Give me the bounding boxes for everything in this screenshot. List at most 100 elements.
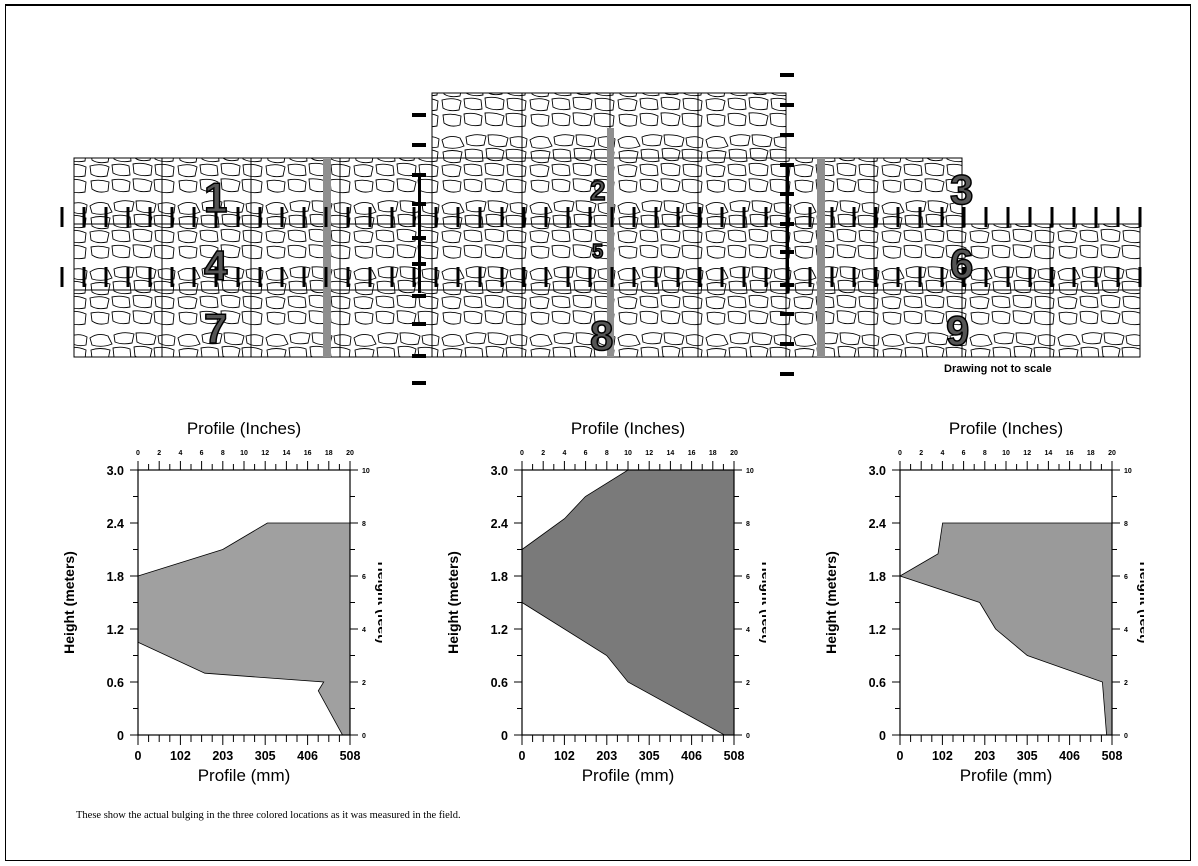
x-tick-label: 508 [340,749,361,763]
y-right-tick-label: 0 [746,733,750,740]
measured-strip-3 [817,158,825,357]
top-tick-label: 0 [520,450,524,457]
top-tick-label: 12 [645,450,653,457]
section-label: 4 [204,242,228,289]
bulge-area [521,469,735,736]
y-tick-label: 1.2 [869,623,886,637]
top-tick-label: 12 [1023,450,1031,457]
y-right-tick-label: 0 [362,733,366,740]
y-right-axis-label: Height (feet) [375,562,382,644]
y-right-tick-label: 6 [362,574,366,581]
x-tick-label: 102 [170,749,191,763]
section-label: 9 [946,307,969,354]
bulge-area [899,522,1113,736]
y-tick-label: 1.2 [107,623,124,637]
top-tick-label: 2 [541,450,545,457]
x-tick-label: 0 [897,749,904,763]
top-tick-label: 6 [200,450,204,457]
y-right-tick-label: 6 [1124,574,1128,581]
survey-stakes [412,73,794,385]
y-right-tick-label: 10 [1124,468,1132,475]
profile-chart-1: Profile (Inches)0 2 4 6 8 10 12 14 16 18 200 102 203… [61,419,382,785]
x-tick-label: 305 [639,749,660,763]
top-tick-label: 20 [730,450,738,457]
profile-chart-3: Profile (Inches)0 2 4 6 8 10 12 14 16 18 200 102 203… [823,419,1144,785]
x-tick-label: 508 [1102,749,1123,763]
chart-title: Profile (Inches) [949,419,1063,438]
y-right-tick-label: 0 [1124,733,1128,740]
y-right-tick-label: 8 [1124,521,1128,528]
top-tick-label: 8 [983,450,987,457]
top-tick-label: 18 [709,450,717,457]
section-label: 1 [204,174,227,221]
y-tick-label: 1.8 [869,570,886,584]
top-tick-label: 0 [898,450,902,457]
y-right-tick-label: 8 [362,521,366,528]
y-right-axis-label: Height (feet) [1137,562,1144,644]
y-tick-label: 3.0 [491,464,508,478]
y-tick-label: 2.4 [491,517,508,531]
x-axis-label: Profile (mm) [198,766,291,785]
y-tick-label: 2.4 [107,517,124,531]
y-tick-label: 0 [117,729,124,743]
y-tick-label: 0.6 [869,676,886,690]
x-tick-label: 0 [519,749,526,763]
top-tick-label: 14 [667,450,675,457]
y-tick-label: 1.2 [491,623,508,637]
wall-elevation-drawing: 1 2 3 4 5 6 7 8 9 [60,73,1142,385]
top-tick-label: 8 [605,450,609,457]
y-tick-label: 0.6 [491,676,508,690]
y-right-tick-label: 4 [746,627,750,634]
x-tick-label: 406 [1059,749,1080,763]
measured-strip-2 [607,128,614,357]
top-tick-label: 18 [325,450,333,457]
bulge-area [137,522,351,736]
top-tick-label: 10 [1002,450,1010,457]
x-tick-label: 508 [724,749,745,763]
y-tick-label: 3.0 [869,464,886,478]
chart-title: Profile (Inches) [571,419,685,438]
y-right-tick-label: 10 [362,468,370,475]
y-axis-label: Height (meters) [61,551,77,654]
top-tick-label: 20 [346,450,354,457]
x-tick-label: 406 [297,749,318,763]
section-label: 3 [950,166,973,213]
y-right-tick-label: 2 [746,680,750,687]
top-tick-label: 6 [962,450,966,457]
top-tick-label: 4 [940,450,944,457]
chart-title: Profile (Inches) [187,419,301,438]
y-right-tick-label: 2 [1124,680,1128,687]
profile-chart-2: Profile (Inches)0 2 4 6 8 10 12 14 16 18 200 102 203… [445,419,766,785]
x-tick-label: 305 [255,749,276,763]
section-label: 8 [590,312,613,359]
figure-frame [5,4,1191,861]
x-tick-label: 203 [596,749,617,763]
section-label: 5 [592,241,603,263]
top-tick-label: 6 [584,450,588,457]
x-axis-label: Profile (mm) [582,766,675,785]
top-tick-label: 2 [919,450,923,457]
y-tick-label: 2.4 [869,517,886,531]
y-right-tick-label: 4 [1124,627,1128,634]
x-tick-label: 406 [681,749,702,763]
y-tick-label: 0 [879,729,886,743]
y-axis-label: Height (meters) [445,551,461,654]
y-right-tick-label: 6 [746,574,750,581]
y-right-tick-label: 4 [362,627,366,634]
top-tick-label: 2 [157,450,161,457]
top-tick-label: 16 [688,450,696,457]
section-label: 6 [950,240,973,287]
y-right-tick-label: 2 [362,680,366,687]
top-tick-label: 14 [1045,450,1053,457]
top-tick-label: 0 [136,450,140,457]
x-tick-label: 203 [212,749,233,763]
y-tick-label: 1.8 [491,570,508,584]
x-axis-label: Profile (mm) [960,766,1053,785]
x-tick-label: 102 [554,749,575,763]
top-tick-label: 12 [261,450,269,457]
scale-note: Drawing not to scale [944,363,1052,375]
section-label: 7 [204,305,227,352]
top-tick-label: 14 [283,450,291,457]
top-tick-label: 8 [221,450,225,457]
y-tick-label: 0.6 [107,676,124,690]
